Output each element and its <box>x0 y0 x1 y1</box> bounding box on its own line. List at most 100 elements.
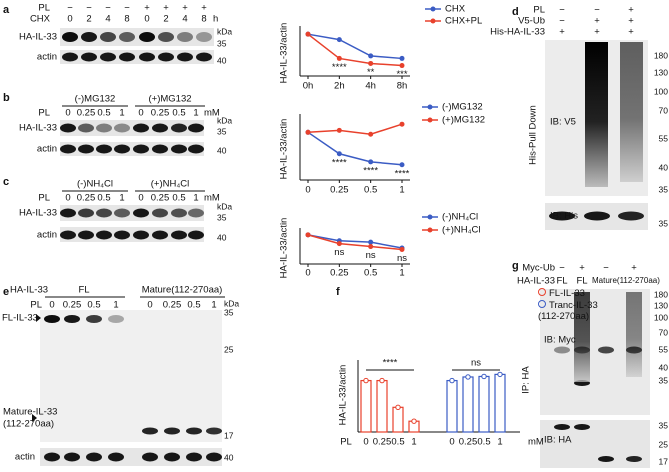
kda-marker: 130 <box>654 300 668 310</box>
x-tick-label: 8h <box>397 81 408 92</box>
band <box>86 315 102 323</box>
row-label: IB: Myc <box>544 335 576 346</box>
kda-marker: 35 <box>217 212 227 222</box>
row-label: IB: V5 <box>550 117 576 128</box>
significance: **** <box>383 358 398 369</box>
x-tick-label: 1 <box>411 437 416 448</box>
kda-marker: 40 <box>217 232 227 242</box>
lane-label: 0.5 <box>187 300 200 311</box>
group-label: (-)NH₄Cl <box>77 179 113 190</box>
series-line <box>307 33 403 60</box>
lane-label: FL <box>576 276 587 287</box>
unit-label: mM <box>204 193 220 204</box>
band <box>44 315 60 323</box>
row-label: IB: HA <box>544 435 572 446</box>
point <box>305 232 311 238</box>
band <box>139 52 155 62</box>
point <box>399 55 405 61</box>
legend-marker <box>430 18 436 24</box>
group-label: (-)MG132 <box>75 94 116 105</box>
kda-marker: 35 <box>217 38 227 48</box>
lane-label: 0 <box>144 14 149 25</box>
x-tick-label: 0.25 <box>373 437 392 448</box>
point <box>305 31 311 37</box>
lane-label: 0.25 <box>77 193 96 204</box>
point <box>336 151 342 157</box>
band <box>96 230 112 240</box>
band <box>171 144 187 154</box>
point <box>395 404 401 411</box>
point <box>336 127 342 133</box>
band <box>177 32 193 42</box>
lane-label: 1 <box>113 300 118 311</box>
band <box>196 32 212 42</box>
lane-label: + <box>579 263 585 274</box>
kda-marker: 130 <box>654 67 668 77</box>
lane-label: 0 <box>49 300 54 311</box>
lane-label: 0 <box>147 300 152 311</box>
lane-label: 8 <box>124 14 129 25</box>
band <box>108 452 124 462</box>
band <box>108 315 124 323</box>
lane-label: − <box>559 16 565 27</box>
row-label: HA-IL-33 <box>19 32 57 43</box>
arrow <box>36 314 41 322</box>
band <box>100 52 116 62</box>
x-tick-label: 0.5 <box>391 437 404 448</box>
kda-marker: 17 <box>659 456 669 466</box>
y-axis-label: HA-IL-33/actin <box>338 365 349 426</box>
band <box>152 144 168 154</box>
kda-marker: 35 <box>224 307 234 317</box>
band <box>152 208 168 218</box>
band <box>62 52 78 62</box>
band <box>78 230 94 240</box>
lane-label: 0.25 <box>63 300 82 311</box>
band <box>164 427 180 435</box>
x-tick-label: 0 <box>449 437 454 448</box>
row-label: actin <box>15 452 35 463</box>
series-line <box>307 123 403 135</box>
band <box>598 346 614 354</box>
blot-header: PL <box>533 5 545 16</box>
kda-marker: kDa <box>217 115 232 125</box>
series-line <box>307 234 403 251</box>
blot <box>60 142 204 156</box>
unit-label: mM <box>204 108 220 119</box>
smear <box>620 42 643 182</box>
kda-marker: 100 <box>654 86 668 96</box>
band <box>206 452 222 462</box>
band <box>164 452 180 462</box>
legend-marker <box>538 288 546 296</box>
kda-marker: 40 <box>217 55 227 65</box>
lane-label: + <box>144 3 150 14</box>
band <box>158 32 174 42</box>
y-axis-label: HA-IL-33/actin <box>279 119 290 180</box>
blot <box>60 28 214 46</box>
lane-label: 1 <box>193 193 198 204</box>
point <box>305 129 311 135</box>
row-label: (112-270aa) <box>3 419 54 430</box>
kda-marker: 40 <box>659 162 669 172</box>
lane-label: − <box>594 5 600 16</box>
row-label: Mature-IL-33 <box>3 407 57 418</box>
lane-label: 0 <box>65 193 70 204</box>
legend-entry: FL-IL-33 <box>538 288 618 299</box>
bar <box>462 376 474 433</box>
band <box>188 144 204 154</box>
group-label: FL <box>78 285 89 296</box>
lane-label: 2 <box>163 14 168 25</box>
lane-label: 0.5 <box>97 193 110 204</box>
lane-label: 1 <box>119 108 124 119</box>
band <box>188 230 204 240</box>
band <box>86 452 102 462</box>
band <box>114 144 130 154</box>
group-title: HA-IL-33 <box>10 285 48 296</box>
x-tick-label: 1 <box>399 185 404 196</box>
lane-label: 0.5 <box>172 108 185 119</box>
kda-marker: 35 <box>659 375 669 385</box>
band <box>114 123 130 133</box>
x-tick-label: 1 <box>399 268 404 279</box>
x-tick-label: 0.5 <box>477 437 490 448</box>
band <box>549 211 575 221</box>
